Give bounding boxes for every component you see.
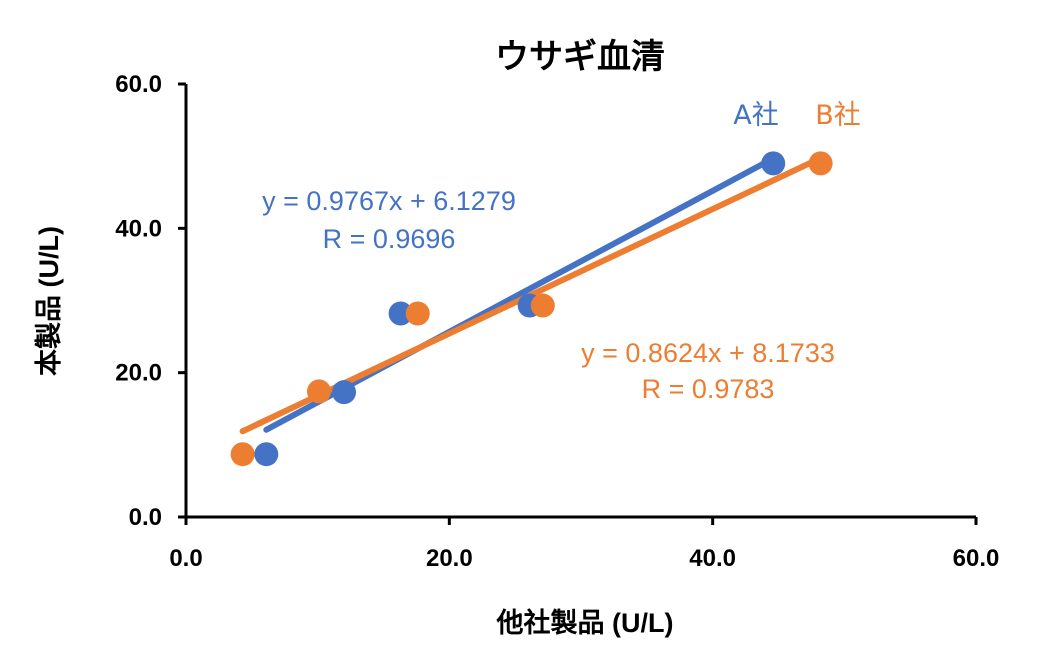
y-axis-ticks: 0.0 20.0 40.0 60.0: [115, 71, 186, 531]
data-point-a: [388, 301, 413, 326]
data-points: [230, 151, 833, 467]
legend-label-b: B社: [815, 100, 861, 131]
y-tick-label: 40.0: [115, 215, 162, 242]
trendline-equation-b: y = 0.8624x + 8.1733: [581, 338, 835, 368]
x-axis-title: 他社製品 (U/L): [496, 607, 674, 638]
x-tick-label: 0.0: [169, 545, 202, 572]
data-point-a: [254, 442, 279, 467]
y-tick-label: 60.0: [115, 71, 162, 98]
trendline-r-a: R = 0.9696: [323, 224, 456, 254]
x-axis-ticks: 0.0 20.0 40.0 60.0: [169, 517, 999, 572]
trendline-r-b: R = 0.9783: [642, 374, 775, 404]
data-point-b: [530, 293, 555, 318]
x-tick-label: 60.0: [953, 545, 1000, 572]
x-tick-label: 40.0: [689, 545, 736, 572]
data-point-a: [761, 151, 786, 176]
data-point-b: [230, 442, 255, 467]
x-tick-label: 20.0: [426, 545, 473, 572]
y-axis-title: 本製品 (U/L): [34, 226, 64, 376]
data-point-a: [332, 380, 356, 405]
data-point-b: [306, 379, 331, 404]
y-tick-label: 0.0: [129, 504, 162, 531]
data-point-b: [808, 151, 833, 176]
legend-label-a: A社: [733, 100, 778, 131]
trendline-equation-a: y = 0.9767x + 6.1279: [262, 186, 516, 216]
y-tick-label: 20.0: [115, 360, 162, 387]
data-point-b: [405, 301, 430, 326]
chart-title: ウサギ血清: [495, 37, 665, 77]
